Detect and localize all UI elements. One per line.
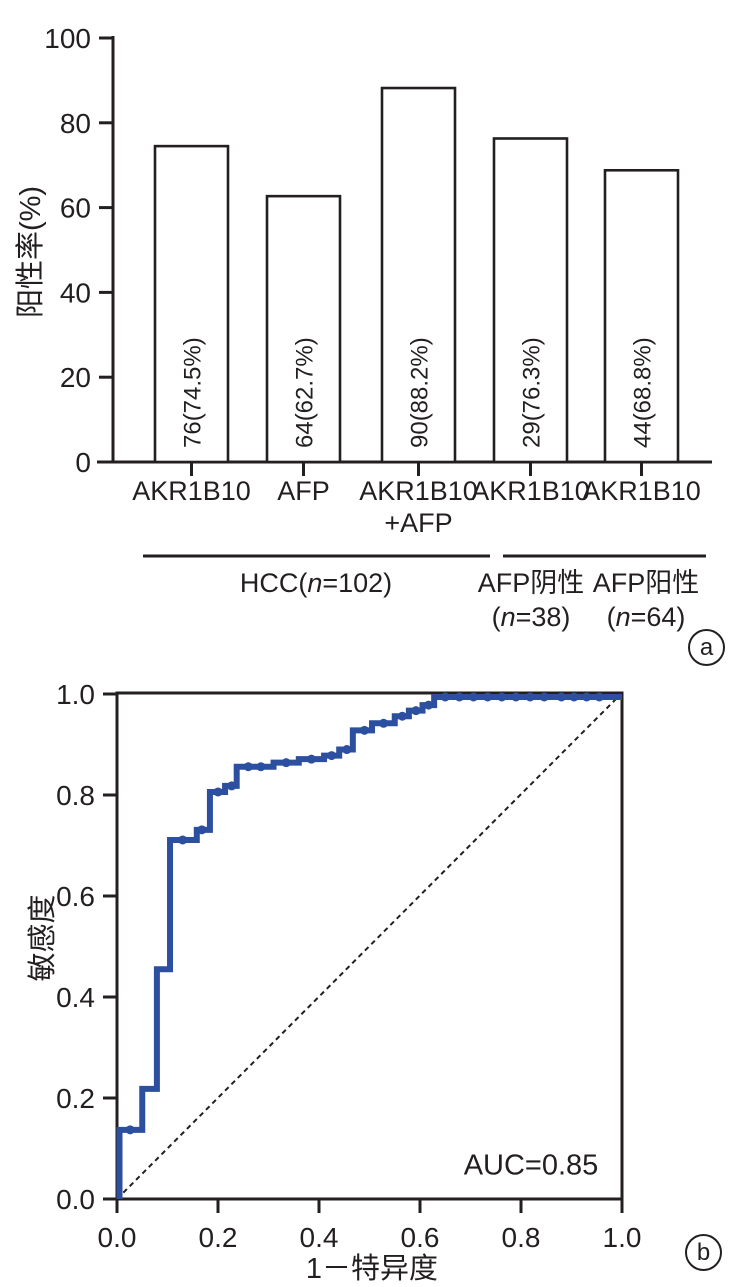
roc-plot-border bbox=[115, 691, 624, 1201]
roc-x-tick-label: 1.0 bbox=[603, 1222, 642, 1253]
bar-y-tick-label: 60 bbox=[60, 193, 91, 224]
group-label-afp-negative: AFP阴性 bbox=[478, 568, 585, 598]
roc-curve-marker bbox=[256, 762, 266, 772]
roc-x-tick-label: 0.6 bbox=[401, 1222, 440, 1253]
group-label-hcc: HCC(n=102) bbox=[240, 568, 392, 598]
roc-curve bbox=[116, 694, 622, 1199]
roc-y-tick-label: 0.6 bbox=[56, 881, 95, 912]
group-label-afp-positive: AFP阳性 bbox=[593, 568, 700, 598]
bar-category-label: +AFP bbox=[384, 508, 452, 538]
roc-curve-marker bbox=[556, 692, 566, 702]
roc-x-tick-label: 0.4 bbox=[300, 1222, 339, 1253]
roc-curve-marker bbox=[469, 692, 479, 702]
roc-curve-marker bbox=[281, 758, 291, 768]
roc-curve-marker bbox=[342, 745, 352, 755]
roc-x-tick-label: 0.0 bbox=[98, 1222, 137, 1253]
bar-y-tick-label: 80 bbox=[60, 108, 91, 139]
bar-category-label: AKR1B10 bbox=[582, 476, 701, 506]
roc-y-tick-label: 0.2 bbox=[56, 1083, 95, 1114]
bar-value-label: 29(76.3%) bbox=[519, 337, 546, 448]
bar-y-tick-label: 100 bbox=[44, 23, 91, 54]
roc-curve-marker bbox=[327, 751, 337, 761]
bar-y-tick-label: 20 bbox=[60, 362, 91, 393]
roc-curve-marker bbox=[411, 706, 421, 716]
roc-curve-marker bbox=[227, 781, 237, 791]
panel-tag-b: b bbox=[685, 1234, 722, 1271]
roc-curve-marker bbox=[511, 692, 521, 702]
bar-category-label: AFP bbox=[277, 476, 330, 506]
roc-curve-marker bbox=[125, 1125, 135, 1135]
roc-curve-marker bbox=[197, 825, 207, 835]
bar-category-label: AKR1B10 bbox=[471, 476, 590, 506]
roc-y-tick-label: 0.0 bbox=[56, 1184, 95, 1215]
bar bbox=[153, 144, 230, 464]
roc-y-tick-label: 1.0 bbox=[56, 679, 95, 710]
roc-x-axis-label: 1－特异度 bbox=[305, 1253, 439, 1285]
roc-curve-marker bbox=[424, 700, 434, 710]
auc-annotation: AUC=0.85 bbox=[463, 1149, 599, 1182]
roc-y-tick-label: 0.8 bbox=[56, 780, 95, 811]
panel-tag-a: a bbox=[688, 629, 725, 666]
roc-curve-marker bbox=[178, 835, 188, 845]
bar-chart-y-axis-label: 阳性率(%) bbox=[15, 185, 47, 319]
group-label-afp-negative-n: (n=38) bbox=[492, 602, 571, 632]
bar-value-label: 76(74.5%) bbox=[180, 337, 207, 448]
roc-curve-marker bbox=[397, 711, 407, 721]
roc-curve-marker bbox=[213, 787, 223, 797]
bar-value-label: 90(88.2%) bbox=[407, 337, 434, 448]
roc-y-axis-label: 敏感度 bbox=[27, 894, 59, 982]
roc-curve-marker bbox=[569, 692, 579, 702]
bar-category-label: AKR1B10 bbox=[132, 476, 251, 506]
bar-category-label: AKR1B10 bbox=[359, 476, 478, 506]
roc-curve-marker bbox=[379, 718, 389, 728]
bar bbox=[492, 137, 569, 464]
bar-y-tick-label: 0 bbox=[75, 447, 91, 478]
roc-curve-marker bbox=[454, 692, 464, 702]
roc-y-tick-label: 0.4 bbox=[56, 982, 95, 1013]
roc-x-tick-label: 0.2 bbox=[199, 1222, 238, 1253]
roc-x-tick-label: 0.8 bbox=[502, 1222, 541, 1253]
roc-curve-marker bbox=[497, 692, 507, 702]
bar-y-tick-label: 40 bbox=[60, 277, 91, 308]
roc-curve-marker bbox=[483, 692, 493, 702]
roc-curve-marker bbox=[306, 754, 316, 764]
chance-diagonal-line bbox=[116, 692, 623, 1200]
roc-curve-marker bbox=[525, 692, 535, 702]
roc-curve-marker bbox=[582, 692, 592, 702]
group-label-afp-positive-n: (n=64) bbox=[607, 602, 686, 632]
roc-curve-marker bbox=[359, 725, 369, 735]
roc-curve-marker bbox=[243, 762, 253, 772]
roc-curve-marker bbox=[440, 692, 450, 702]
bar-value-label: 44(68.8%) bbox=[630, 337, 657, 448]
roc-curve-marker bbox=[594, 692, 604, 702]
bar-value-label: 64(62.7%) bbox=[292, 337, 319, 448]
roc-curve-marker bbox=[539, 692, 549, 702]
